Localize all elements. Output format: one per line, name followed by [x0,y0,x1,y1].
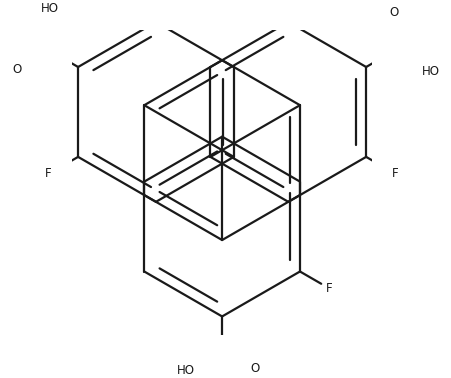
Text: HO: HO [421,65,439,78]
Text: F: F [326,282,332,295]
Text: O: O [12,63,21,76]
Text: O: O [250,362,259,375]
Text: F: F [45,167,52,180]
Text: F: F [391,167,398,180]
Text: O: O [389,6,398,19]
Text: HO: HO [176,364,194,377]
Text: HO: HO [41,2,59,15]
